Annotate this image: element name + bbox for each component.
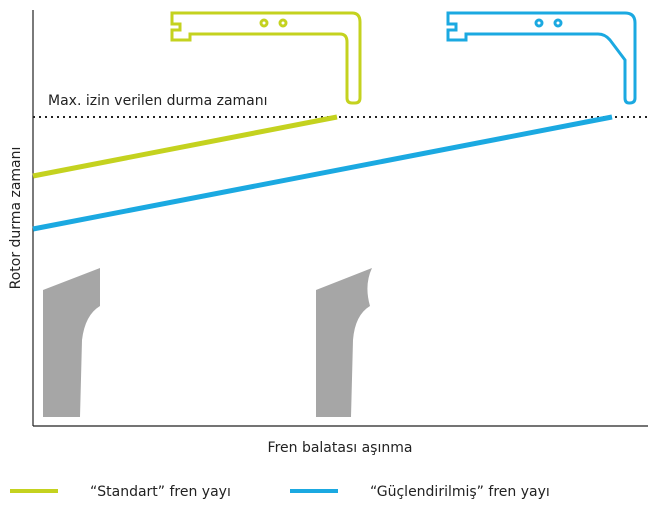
brake-pad-new: [43, 268, 100, 417]
standard-spring-icon: [170, 11, 362, 105]
x-axis-label: Fren balatası aşınma: [268, 440, 413, 456]
reinforced-line: [32, 114, 613, 232]
brake-pad-worn: [316, 268, 372, 417]
legend-label: “Standart” fren yayı: [90, 484, 231, 500]
legend-label: “Güçlendirilmiş” fren yayı: [370, 484, 550, 500]
y-axis-label: Rotor durma zamanı: [8, 147, 24, 290]
threshold-label: Max. izin verilen durma zamanı: [48, 93, 268, 109]
reinforced-spring-icon: [446, 11, 637, 105]
standard-line: [32, 114, 338, 179]
